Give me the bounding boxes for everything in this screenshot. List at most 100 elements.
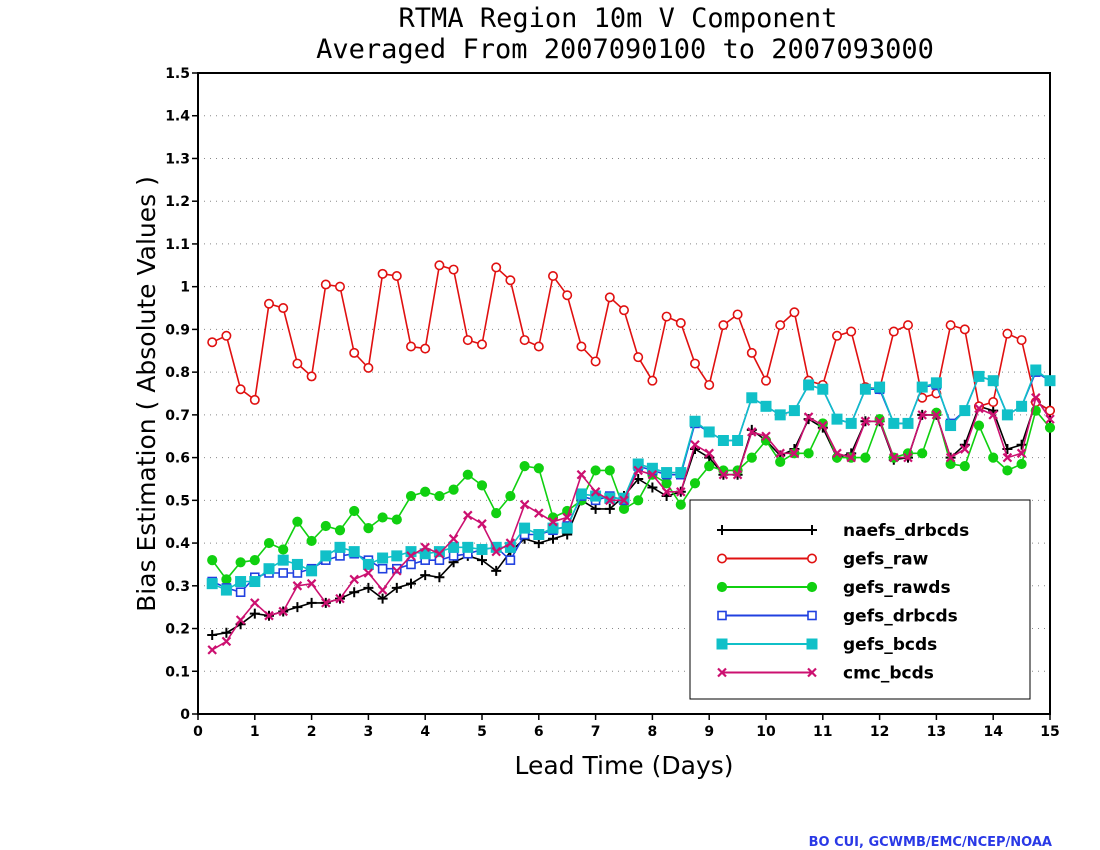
data-point-gefs_bcds	[675, 467, 687, 479]
data-point-cmc_bcds	[377, 585, 388, 595]
data-point-gefs_raw	[718, 320, 729, 331]
y-tick-label: 0.2	[165, 622, 190, 638]
data-point-gefs_rawds	[590, 465, 601, 476]
data-point-naefs_drbcds	[207, 629, 218, 640]
data-point-gefs_rawds	[661, 478, 672, 489]
data-point-cmc_bcds	[321, 598, 331, 608]
data-point-cmc_bcds	[803, 412, 814, 422]
data-point-gefs_bcds	[987, 375, 999, 387]
data-point-gefs_rawds	[349, 505, 360, 517]
data-point-cmc_bcds	[349, 574, 359, 585]
data-point-gefs_raw	[547, 270, 558, 281]
data-point-gefs_rawds	[746, 452, 757, 463]
legend-item-cmc_bcds: cmc_bcds	[717, 664, 934, 684]
data-point-gefs_drbcds	[448, 551, 459, 561]
data-point-gefs_raw	[462, 335, 473, 346]
data-point-gefs_rawds	[306, 535, 317, 547]
data-point-gefs_rawds	[263, 537, 275, 549]
data-point-gefs_rawds	[917, 448, 928, 459]
legend-item-gefs_raw: gefs_raw	[716, 550, 929, 570]
y-tick-label: 1.2	[165, 194, 190, 210]
x-tick-label: 12	[870, 724, 889, 740]
data-point-cmc_bcds	[221, 636, 232, 647]
legend-marker	[717, 525, 727, 535]
data-point-gefs_raw	[519, 335, 530, 346]
data-point-cmc_bcds	[860, 416, 871, 427]
data-point-gefs_raw	[789, 307, 800, 318]
x-tick-label: 11	[813, 724, 832, 740]
legend-item-gefs_bcds: gefs_bcds	[716, 635, 937, 655]
y-axis: 0 0.1 0.2 0.3 0.4 0.5 0.6 0.7 0.8 0.9 1 1.1 1.2 1.3 1.…	[165, 66, 198, 723]
data-point-gefs_rawds	[249, 555, 260, 566]
data-point-gefs_raw	[689, 358, 700, 369]
data-point-gefs_rawds	[207, 555, 218, 566]
plot-frame	[197, 72, 1051, 715]
data-point-naefs_drbcds	[221, 627, 232, 638]
data-point-cmc_bcds	[889, 452, 899, 463]
x-tick-label: 10	[756, 724, 776, 740]
data-point-gefs_bcds	[618, 492, 630, 504]
data-point-gefs_drbcds	[235, 587, 246, 598]
data-point-gefs_raw	[334, 281, 345, 292]
data-point-cmc_bcds	[292, 581, 303, 591]
y-tick-label: 0.4	[165, 536, 190, 552]
data-point-gefs_rawds	[462, 469, 473, 480]
data-point-gefs_rawds	[320, 520, 331, 532]
data-point-gefs_rawds	[689, 478, 701, 489]
legend-item-gefs_rawds: gefs_rawds	[716, 578, 951, 598]
data-point-gefs_rawds	[235, 557, 246, 568]
data-point-gefs_raw	[320, 279, 331, 290]
data-point-gefs_bcds	[845, 417, 857, 429]
data-point-cmc_bcds	[335, 593, 345, 604]
data-point-gefs_raw	[391, 270, 402, 281]
data-point-cmc_bcds	[363, 568, 374, 578]
data-point-gefs_bcds	[220, 584, 232, 596]
data-point-cmc_bcds	[605, 495, 615, 506]
data-point-naefs_drbcds	[292, 602, 303, 613]
data-point-gefs_rawds	[988, 452, 999, 463]
data-point-gefs_rawds	[633, 495, 644, 506]
legend: naefs_drbcds gefs_raw gefs_rawds gefs_drbcd…	[689, 499, 1031, 700]
data-point-gefs_raw	[505, 275, 516, 286]
data-point-gefs_raw	[590, 356, 601, 367]
data-point-cmc_bcds	[434, 548, 445, 559]
data-point-cmc_bcds	[704, 448, 714, 459]
y-tick-label: 0.9	[165, 322, 190, 338]
data-point-gefs_bcds	[661, 467, 673, 479]
data-point-gefs_raw	[491, 262, 502, 273]
data-point-gefs_rawds	[945, 458, 956, 470]
y-tick-label: 1.1	[165, 237, 190, 253]
legend-label: cmc_bcds	[843, 664, 934, 684]
data-point-gefs_bcds	[334, 541, 346, 553]
data-point-gefs_raw	[576, 341, 587, 352]
data-point-cmc_bcds	[718, 469, 729, 480]
legend-marker	[806, 638, 818, 650]
data-point-cmc_bcds	[633, 465, 643, 476]
data-point-gefs_drbcds	[377, 563, 388, 574]
data-point-gefs_rawds	[803, 448, 814, 459]
data-point-cmc_bcds	[505, 538, 516, 548]
data-point-gefs_rawds	[775, 456, 786, 467]
data-point-naefs_drbcds	[420, 570, 431, 581]
x-axis: 0 1 2 3 4 5 6 7 8 9 10 11 12 13 14 15	[193, 714, 1060, 740]
x-tick-label: 1	[250, 724, 260, 740]
data-point-gefs_rawds	[973, 420, 985, 431]
data-point-gefs_raw	[476, 339, 487, 350]
legend-marker	[717, 610, 727, 621]
data-point-gefs_raw	[647, 375, 658, 386]
data-point-gefs_raw	[1045, 405, 1056, 416]
data-point-naefs_drbcds	[377, 593, 388, 604]
data-point-gefs_raw	[846, 326, 857, 337]
data-point-gefs_raw	[562, 290, 573, 301]
data-point-gefs_drbcds	[505, 555, 516, 565]
data-point-gefs_bcds	[533, 529, 545, 541]
data-point-cmc_bcds	[960, 444, 970, 454]
data-point-cmc_bcds	[491, 546, 501, 557]
data-point-gefs_bcds	[803, 379, 815, 391]
data-point-gefs_raw	[988, 397, 999, 408]
legend-label: gefs_raw	[843, 550, 929, 570]
data-point-gefs_bcds	[1030, 364, 1042, 376]
series-layer	[206, 260, 1056, 655]
x-tick-label: 5	[477, 724, 487, 740]
